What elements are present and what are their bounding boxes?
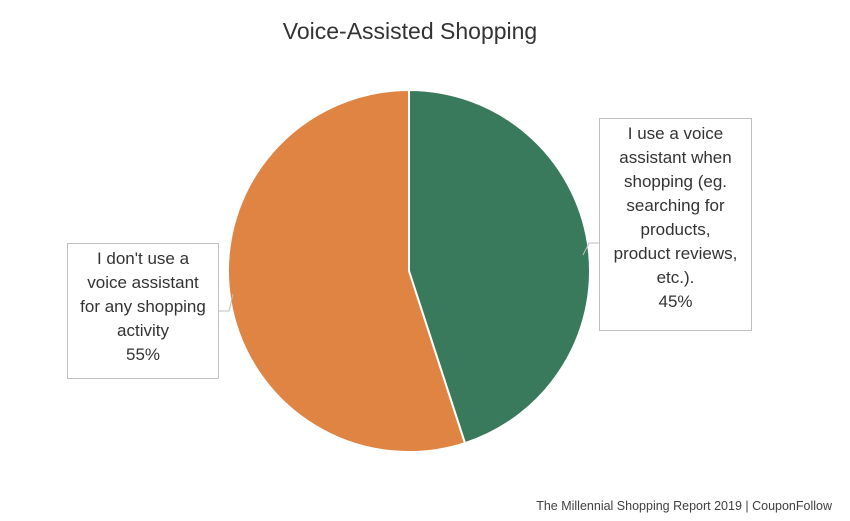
leader-line-voice-users <box>582 242 599 256</box>
value-label: 45% <box>658 292 693 311</box>
label-line: I don't use a <box>96 249 190 268</box>
pie-slice-non-users <box>227 88 467 453</box>
chart-title: Voice-Assisted Shopping <box>282 18 538 44</box>
label-line: product reviews, <box>613 244 738 263</box>
label-line: activity <box>117 321 169 340</box>
label-line: shopping (eg. <box>623 172 728 191</box>
label-line: for any shopping <box>80 297 206 316</box>
label-line: products, <box>640 220 711 239</box>
label-line: etc.). <box>656 268 695 287</box>
label-line: searching for <box>626 196 725 215</box>
data-label-non-users: I don't use a voice assistant for any sh… <box>67 243 219 379</box>
leader-line-non-users <box>219 293 234 312</box>
label-line: assistant when <box>619 148 732 167</box>
data-label-voice-users: I use a voice assistant when shopping (e… <box>599 118 752 331</box>
value-label: 55% <box>125 345 161 364</box>
pie-slice-voice-users <box>408 88 591 445</box>
label-line: voice assistant <box>87 273 199 292</box>
label-line: I use a voice <box>627 124 724 143</box>
source-note: The Millennial Shopping Report 2019 | Co… <box>536 499 832 513</box>
